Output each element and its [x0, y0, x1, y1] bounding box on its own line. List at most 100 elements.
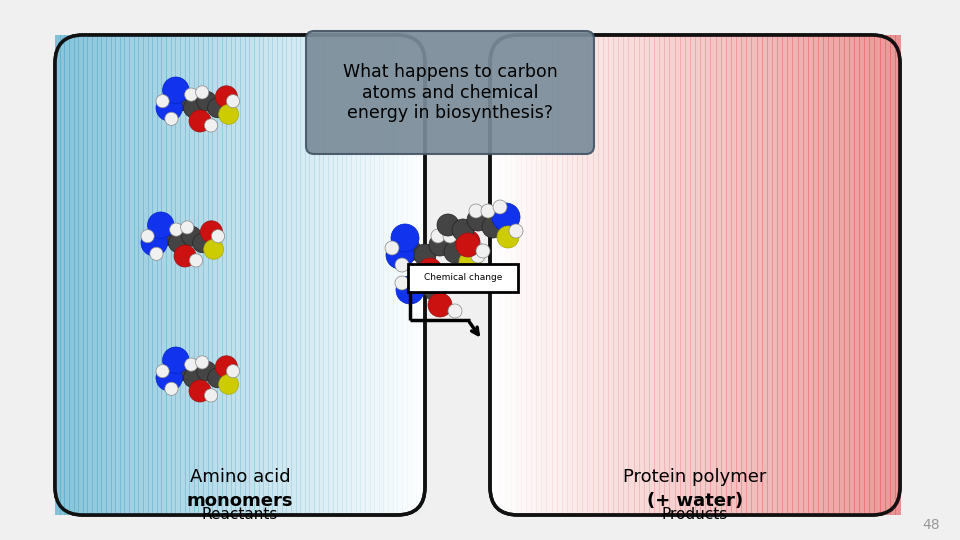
Bar — [101, 35, 107, 515]
Bar — [557, 35, 563, 515]
Bar — [710, 35, 716, 515]
Bar — [83, 35, 88, 515]
Bar — [74, 35, 79, 515]
Bar — [69, 35, 75, 515]
Bar — [240, 35, 246, 515]
Bar — [281, 35, 287, 515]
Circle shape — [428, 293, 452, 317]
Circle shape — [459, 251, 481, 273]
Bar — [420, 35, 426, 515]
Text: Amino acid: Amino acid — [190, 468, 290, 486]
Circle shape — [227, 94, 240, 108]
Circle shape — [165, 382, 178, 395]
Bar — [258, 35, 264, 515]
Bar — [664, 35, 670, 515]
Circle shape — [170, 91, 190, 111]
Bar — [148, 35, 154, 515]
Bar — [55, 35, 60, 515]
Circle shape — [169, 233, 188, 253]
Circle shape — [437, 214, 459, 236]
Circle shape — [469, 204, 483, 218]
Bar — [388, 35, 394, 515]
Bar — [853, 35, 860, 515]
Bar — [618, 35, 624, 515]
Circle shape — [180, 221, 194, 234]
Text: (+ water): (+ water) — [647, 492, 743, 510]
Circle shape — [439, 269, 461, 291]
Circle shape — [196, 86, 208, 99]
Bar — [792, 35, 799, 515]
Bar — [660, 35, 665, 515]
Circle shape — [207, 98, 228, 118]
Bar — [813, 35, 819, 515]
Circle shape — [391, 224, 419, 252]
Circle shape — [441, 264, 455, 278]
Circle shape — [456, 230, 480, 254]
Bar — [296, 35, 301, 515]
Circle shape — [183, 98, 204, 118]
Circle shape — [204, 240, 224, 259]
Bar — [406, 35, 412, 515]
Bar — [823, 35, 829, 515]
Circle shape — [395, 276, 409, 290]
Bar — [217, 35, 223, 515]
Circle shape — [204, 389, 218, 402]
Circle shape — [183, 368, 204, 388]
Bar — [180, 35, 185, 515]
Bar — [300, 35, 305, 515]
Circle shape — [476, 244, 490, 258]
Bar — [273, 35, 278, 515]
Circle shape — [193, 233, 212, 253]
Circle shape — [448, 304, 462, 318]
Bar — [731, 35, 737, 515]
Circle shape — [443, 229, 457, 243]
Circle shape — [467, 209, 489, 231]
Bar — [592, 35, 599, 515]
Circle shape — [469, 241, 483, 255]
Circle shape — [215, 86, 237, 108]
Circle shape — [414, 244, 436, 266]
Bar — [721, 35, 727, 515]
Bar — [675, 35, 681, 515]
Bar — [859, 35, 865, 515]
Circle shape — [165, 112, 178, 125]
Circle shape — [452, 219, 474, 241]
Bar — [588, 35, 593, 515]
Bar — [383, 35, 389, 515]
Circle shape — [385, 241, 399, 255]
Bar — [649, 35, 655, 515]
Text: Chemical change: Chemical change — [423, 273, 502, 282]
Circle shape — [170, 223, 182, 236]
Bar — [684, 35, 691, 515]
Circle shape — [156, 94, 182, 121]
Bar — [577, 35, 584, 515]
Bar — [562, 35, 568, 515]
Bar — [78, 35, 84, 515]
Bar — [324, 35, 329, 515]
Bar — [654, 35, 660, 515]
Circle shape — [141, 230, 167, 256]
Bar — [613, 35, 619, 515]
Bar — [669, 35, 676, 515]
Circle shape — [456, 233, 480, 257]
Bar — [393, 35, 398, 515]
Circle shape — [189, 380, 211, 402]
Bar — [807, 35, 814, 515]
Bar — [408, 264, 518, 292]
Circle shape — [386, 241, 414, 269]
FancyBboxPatch shape — [306, 31, 594, 154]
Bar — [798, 35, 804, 515]
Circle shape — [431, 229, 445, 243]
Circle shape — [424, 279, 446, 301]
Bar — [291, 35, 297, 515]
Bar — [176, 35, 180, 515]
Bar — [782, 35, 788, 515]
Circle shape — [409, 274, 431, 296]
Bar — [629, 35, 635, 515]
Circle shape — [481, 204, 495, 218]
Bar — [342, 35, 348, 515]
Bar — [268, 35, 274, 515]
Bar — [787, 35, 793, 515]
Circle shape — [219, 375, 238, 394]
Bar — [402, 35, 407, 515]
